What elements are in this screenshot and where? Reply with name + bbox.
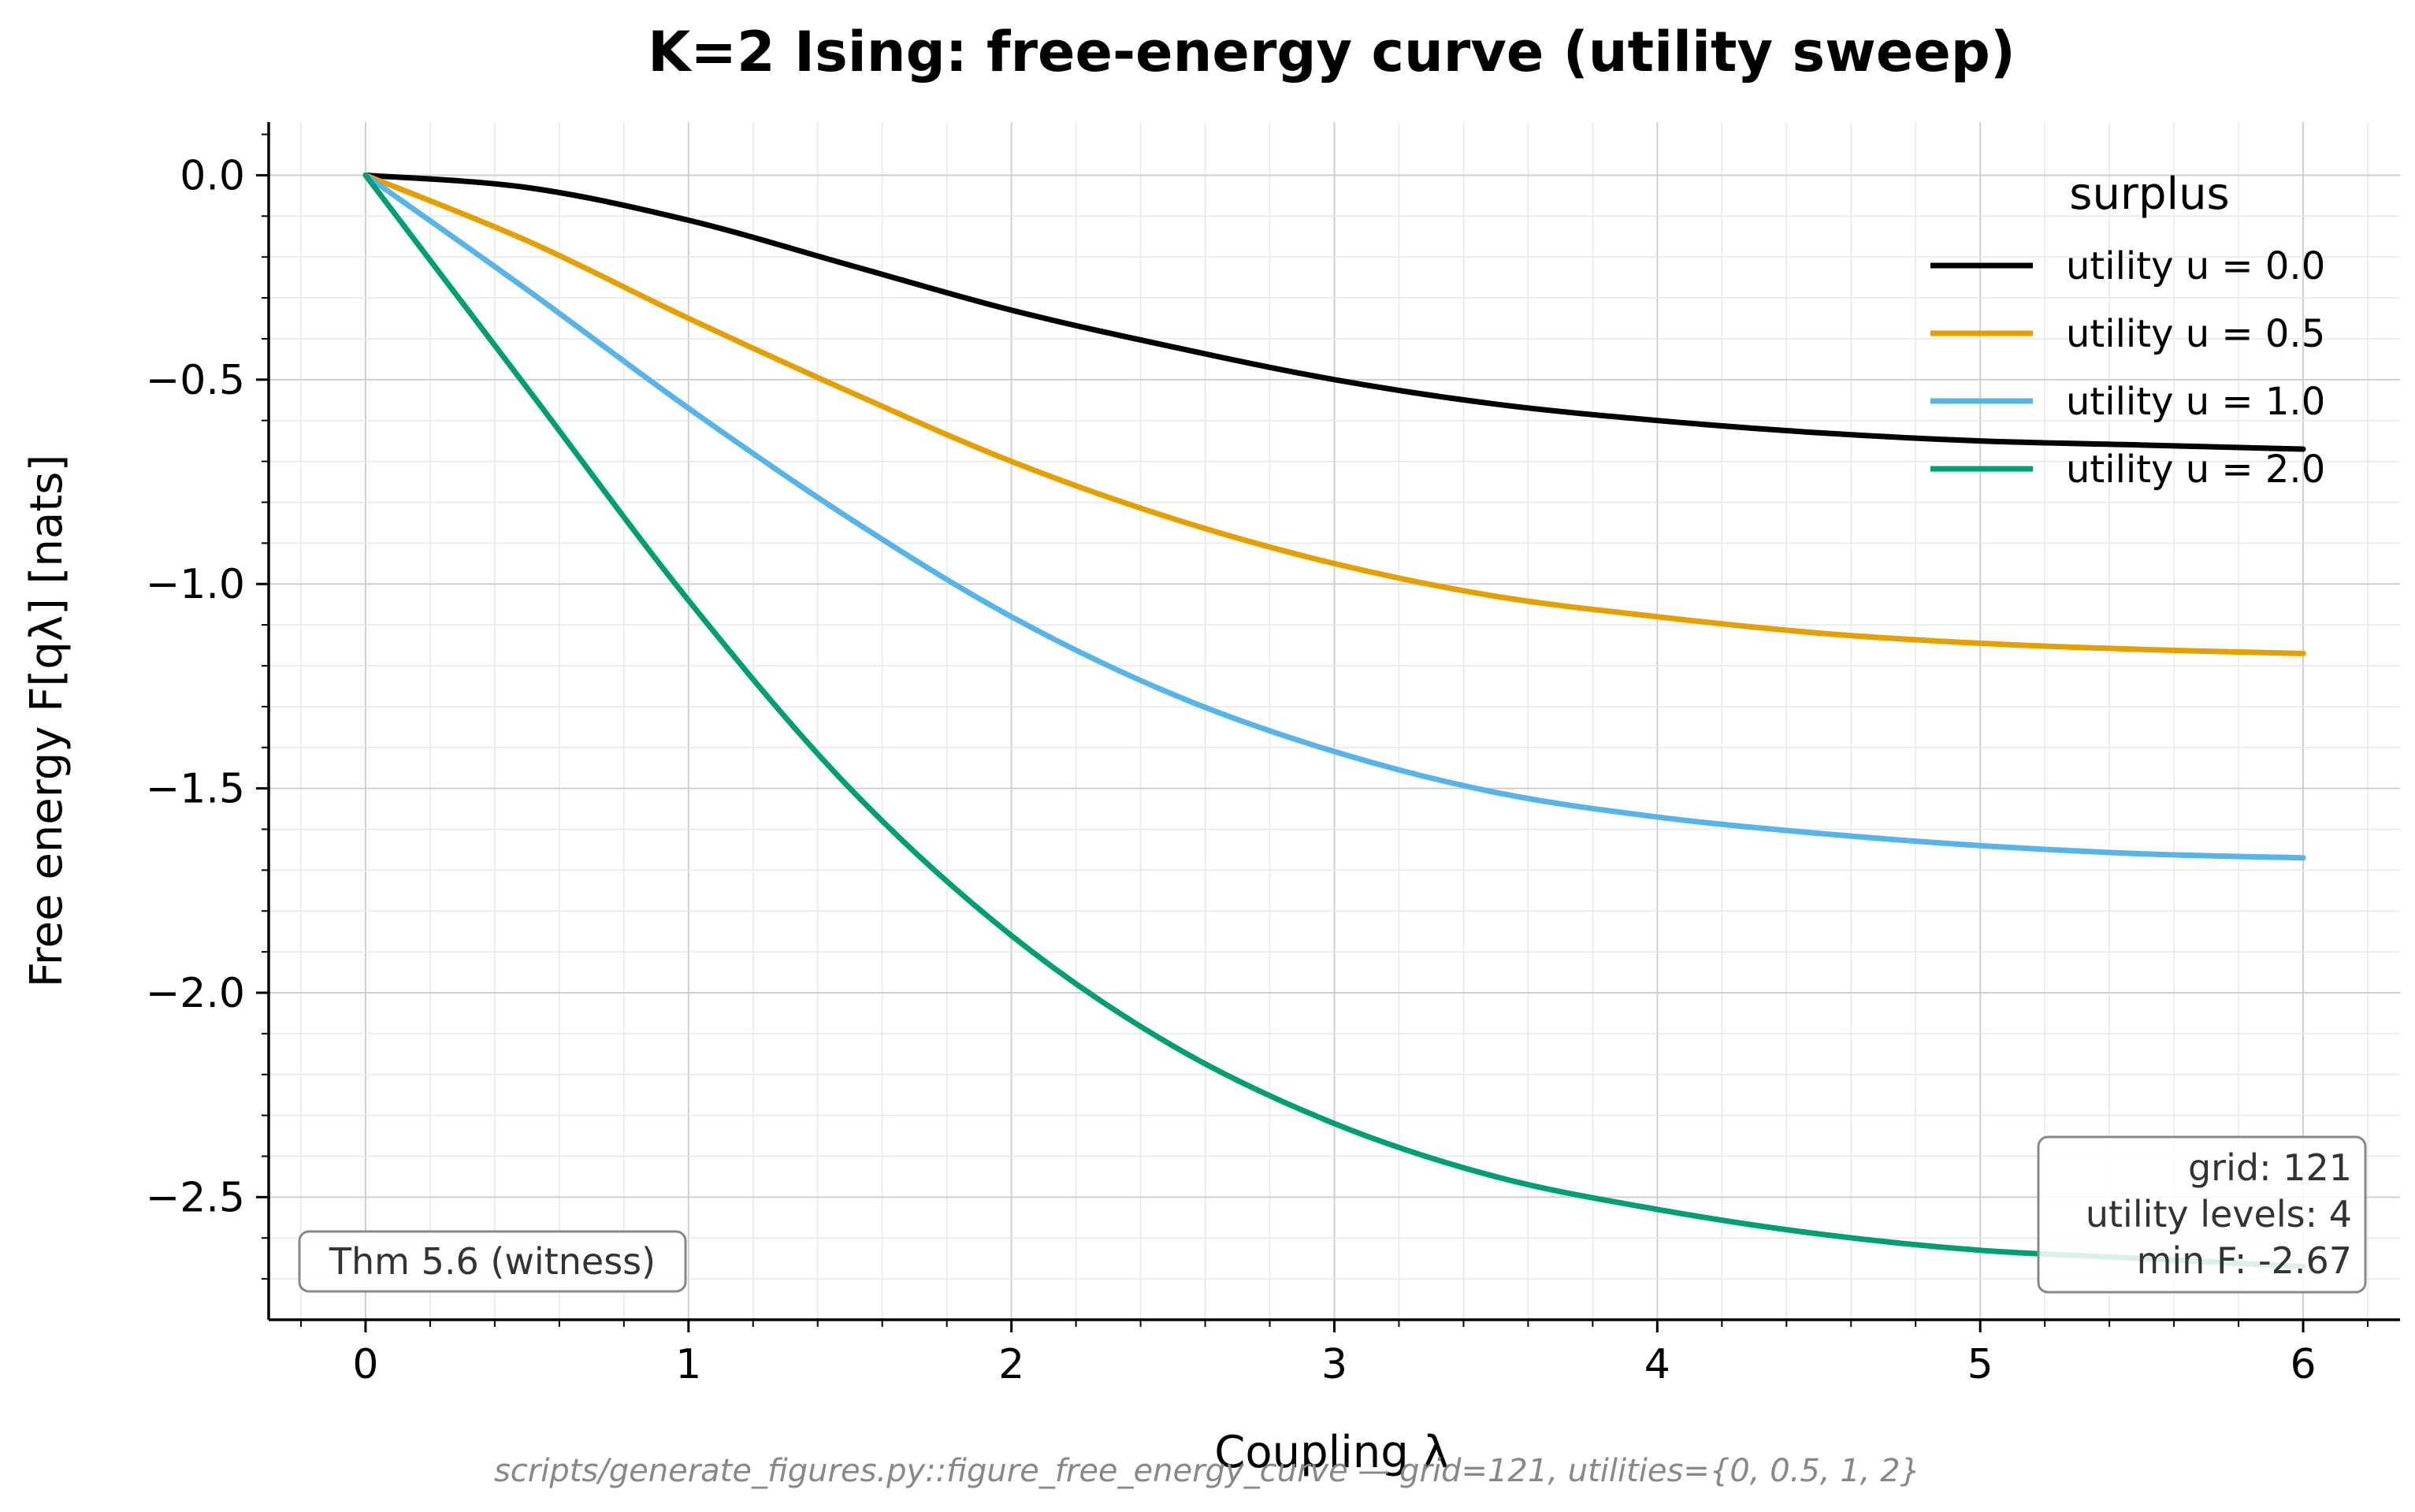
y-tick-label: 0.0 <box>180 152 245 199</box>
y-axis-ticks: 0.0 −0.5 −1.0 −1.5 −2.0 −2.5 <box>146 133 269 1280</box>
grid-lines <box>269 122 2400 1320</box>
y-tick-label: −2.0 <box>146 970 245 1017</box>
stats-utility-levels: utility levels: 4 <box>2086 1193 2352 1235</box>
x-axis-label: Coupling λ <box>1214 1427 1449 1478</box>
series-line-2 <box>362 172 2306 861</box>
x-tick-label: 4 <box>1644 1341 1670 1388</box>
series-line-3 <box>362 172 2306 1270</box>
stats-grid: grid: 121 <box>2188 1146 2352 1189</box>
y-tick-label: −0.5 <box>146 357 245 404</box>
legend-entry-3: utility u = 2.0 <box>2066 448 2325 492</box>
x-tick-label: 1 <box>675 1341 701 1388</box>
witness-label: Thm 5.6 (witness) <box>329 1240 656 1283</box>
y-tick-label: −1.0 <box>146 561 245 608</box>
chart-title: K=2 Ising: free-energy curve (utility sw… <box>648 20 2016 84</box>
x-tick-label: 3 <box>1321 1341 1347 1388</box>
series-lines <box>362 172 2306 1270</box>
legend-entry-0: utility u = 0.0 <box>2066 244 2325 288</box>
y-tick-label: −2.5 <box>146 1174 245 1221</box>
x-tick-label: 0 <box>352 1341 378 1388</box>
legend-title: surplus <box>2069 169 2229 220</box>
series-line-0 <box>362 172 2306 452</box>
footer-source: scripts/generate_figures.py::figure_free… <box>494 1453 1920 1489</box>
x-tick-label: 2 <box>998 1341 1024 1388</box>
series-line-1 <box>362 172 2306 656</box>
y-tick-label: −1.5 <box>146 766 245 813</box>
x-tick-label: 6 <box>2290 1341 2316 1388</box>
stats-min-f: min F: -2.67 <box>2137 1239 2352 1282</box>
stats-box: grid: 121 utility levels: 4 min F: -2.67 <box>2037 1135 2367 1294</box>
legend-entry-2: utility u = 1.0 <box>2066 380 2325 424</box>
legend: surplus utility u = 0.0 utility u = 0.5 ut… <box>1930 169 2325 492</box>
witness-box: Thm 5.6 (witness) <box>298 1230 687 1293</box>
y-axis-label: Free energy F[qλ] [nats] <box>21 455 72 988</box>
x-axis-ticks: 0 1 2 3 4 5 6 <box>299 1320 2369 1388</box>
x-tick-label: 5 <box>1967 1341 1993 1388</box>
legend-entry-1: utility u = 0.5 <box>2066 312 2325 356</box>
